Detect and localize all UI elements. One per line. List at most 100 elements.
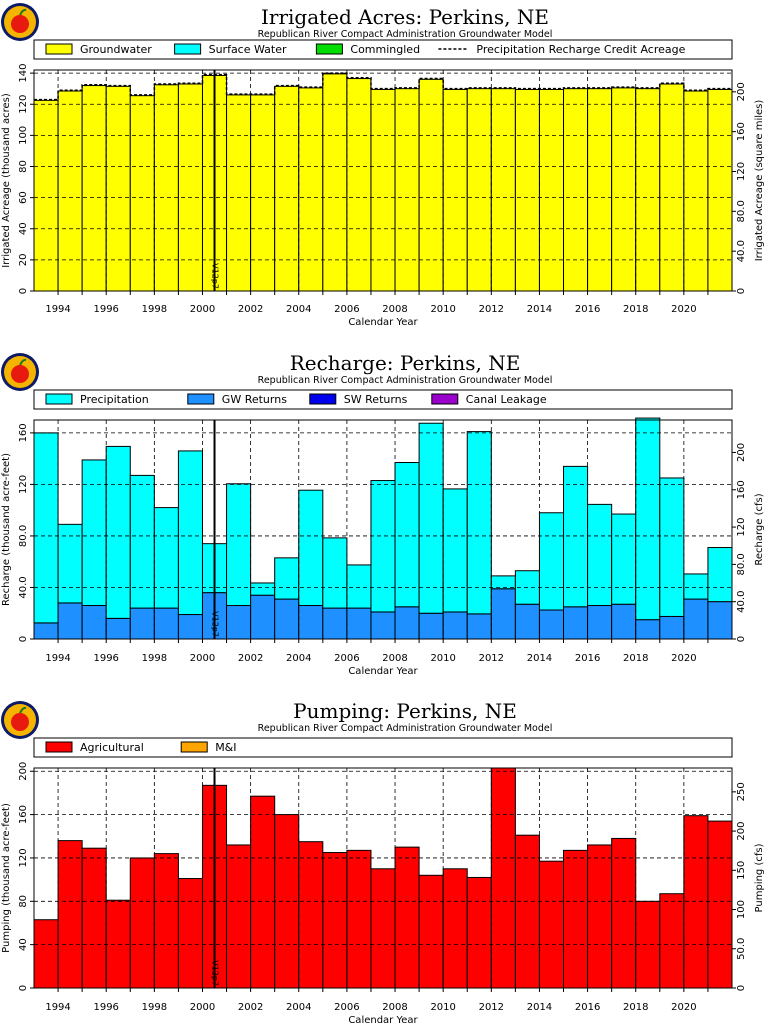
apple-logo [1,701,39,739]
bar-groundwater-2008 [394,88,420,292]
bar-precipitation-2001 [226,483,252,607]
bar-groundwater-2018 [635,88,661,292]
bar-groundwater-2010 [442,88,468,292]
bar-agricultural-2011 [466,876,492,989]
bar-groundwater-2009 [418,78,444,292]
legend-swatch [309,393,337,405]
bar-agricultural-2015 [563,849,589,989]
x-tick-label: 2020 [671,653,696,664]
bar-agricultural-2021 [707,820,733,989]
bar-gw-returns-2007 [370,611,396,640]
x-tick-label: 2018 [623,1002,648,1013]
x-tick-label: 2020 [671,1002,696,1013]
x-tick-label: 2016 [575,304,600,315]
bar-gw-returns-2009 [418,612,444,640]
bar-gw-returns-2021 [707,601,733,640]
bar-agricultural-1993 [33,919,59,989]
x-tick-label: 2014 [527,304,552,315]
chart-title: Irrigated Acres: Perkins, NE [261,5,549,29]
bar-agricultural-2002 [250,795,276,989]
legend-label: Commingled [350,43,420,56]
y2-tick-label: 160 [736,122,747,141]
x-tick-label: 1998 [142,304,167,315]
x-tick-label: 2002 [238,304,263,315]
x-tick-label: 2010 [430,304,455,315]
x-tick-label: 2000 [190,653,215,664]
bar-groundwater-2006 [346,78,372,292]
bar-gw-returns-2013 [514,603,540,640]
bar-groundwater-2015 [563,88,589,292]
bar-groundwater-2012 [490,88,516,292]
legend-label: M&I [215,741,236,754]
bar-gw-returns-2001 [226,605,252,640]
bar-groundwater-2017 [611,87,637,292]
legend-swatch [45,393,73,405]
bar-agricultural-1994 [57,840,83,989]
x-tick-label: 2016 [575,653,600,664]
legend-swatch [187,393,215,405]
x-tick-label: 1996 [93,304,118,315]
x-tick-label: 2010 [430,1002,455,1013]
y-tick-label: 120 [18,848,29,867]
legend-label: Precipitation Recharge Credit Acreage [476,43,685,56]
y-tick-label: 160 [18,423,29,442]
bar-precipitation-1998 [153,507,179,609]
version-marker-label: V12p7 [211,263,220,289]
bar-precipitation-2009 [418,422,444,614]
y2-tick-label: 50.0 [736,938,747,960]
bar-gw-returns-2005 [322,607,348,640]
bar-gw-returns-2008 [394,606,420,640]
bar-precipitation-2021 [707,547,733,603]
legend-swatch [315,43,343,55]
bar-gw-returns-1999 [177,614,203,640]
bar-agricultural-2014 [538,860,565,989]
y2-axis-label: Irrigated Acreage (square miles) [754,100,765,262]
y-tick-label: 0 [18,288,29,294]
y2-tick-label: 100 [736,900,747,919]
legend-label: SW Returns [344,393,408,406]
bar-precipitation-2005 [322,537,348,609]
y-tick-label: 80.0 [18,525,29,547]
bar-precipitation-2007 [370,480,396,613]
x-tick-label: 1998 [142,653,167,664]
apple-logo [1,353,39,391]
bar-groundwater-2013 [514,88,540,292]
version-marker-label: V12p7 [211,960,220,986]
bar-gw-returns-2004 [298,605,324,640]
y-tick-label: 100 [18,126,29,145]
y-tick-label: 160 [18,805,29,824]
y2-tick-label: 0 [736,636,747,642]
bar-gw-returns-1994 [57,602,83,640]
y2-axis-label: Recharge (cfs) [754,493,765,565]
x-tick-label: 2014 [527,1002,552,1013]
x-tick-label: 2006 [334,653,359,664]
bar-agricultural-2016 [587,844,613,989]
x-tick-label: 1996 [93,1002,118,1013]
bar-agricultural-2005 [322,852,348,989]
y2-tick-label: 120 [736,518,747,537]
bar-agricultural-2020 [683,815,709,989]
bar-gw-returns-2010 [442,611,468,640]
bar-agricultural-2010 [442,868,468,989]
bar-groundwater-2007 [370,88,396,292]
bar-gw-returns-1998 [153,607,179,640]
y2-tick-label: 150 [736,861,747,880]
bar-groundwater-2002 [250,94,276,292]
x-tick-label: 1994 [45,653,70,664]
plot-frame [33,767,733,989]
bar-precipitation-2018 [635,417,661,621]
bar-agricultural-2017 [611,837,637,989]
y-tick-label: 0 [18,636,29,642]
bar-precipitation-2006 [346,564,372,609]
y-tick-label: 40 [18,938,29,951]
x-tick-label: 2006 [334,1002,359,1013]
bar-precipitation-2016 [587,503,613,607]
y2-axis-label: Pumping (cfs) [754,843,765,912]
y-tick-label: 40 [18,222,29,235]
legend-box [33,737,733,758]
legend-swatch [174,43,202,55]
bar-agricultural-2012 [490,767,516,989]
bar-groundwater-2020 [683,90,709,292]
